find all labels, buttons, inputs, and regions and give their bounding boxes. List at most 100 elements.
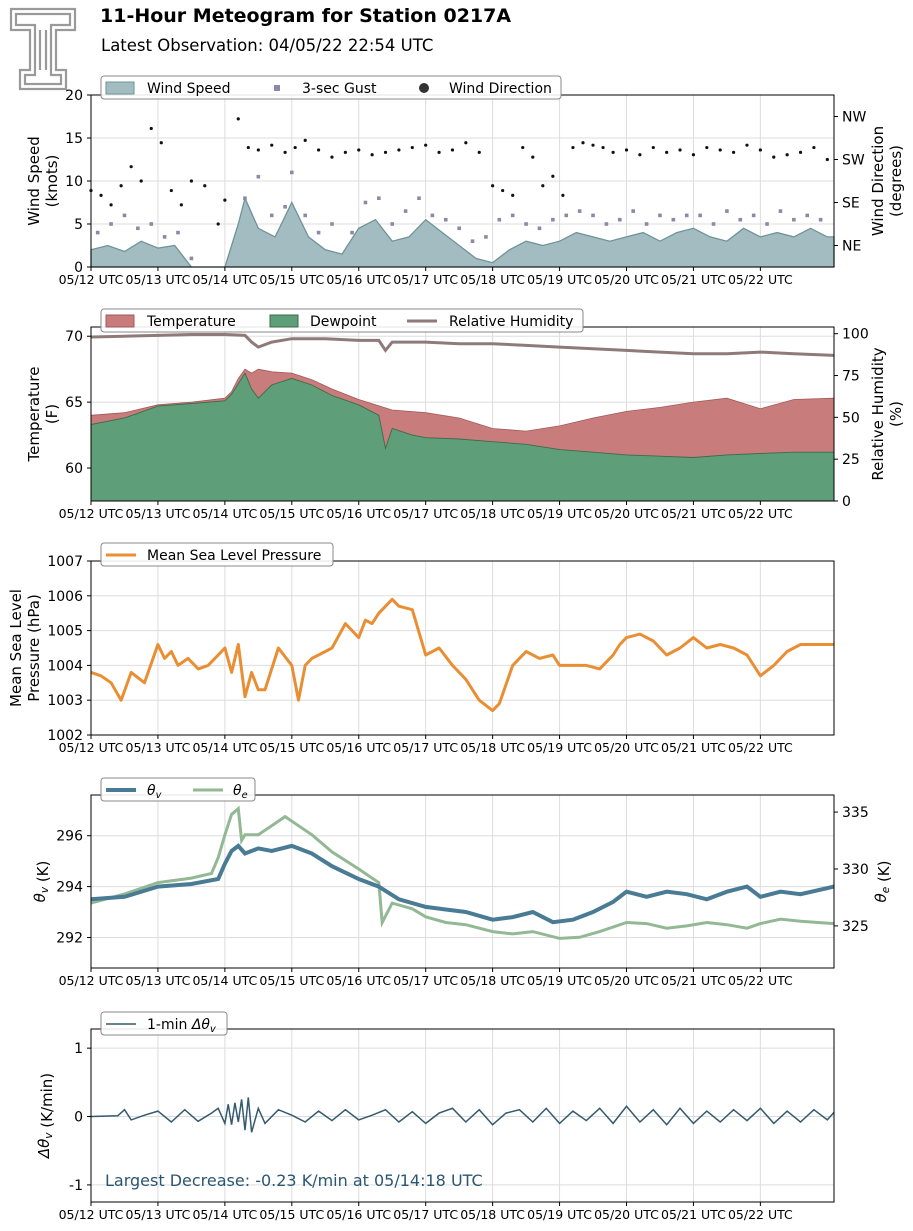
wind-direction-point: [511, 193, 515, 197]
x-tick-label: 05/22 UTC: [728, 272, 793, 287]
gust-point: [149, 222, 154, 226]
wind-direction-point: [521, 145, 525, 150]
y-tick-label: 0: [74, 1110, 83, 1126]
delta-theta-axis-label: Δθv (K/min): [35, 1073, 56, 1159]
y-tick-label: 1005: [47, 624, 83, 640]
theta-e-axis-label: θe (K): [872, 861, 893, 903]
wind-direction-point: [812, 145, 816, 150]
y2-tick-label: 75: [842, 369, 860, 385]
wind-direction-axis-label-line: (degrees): [887, 145, 905, 217]
wind-speed-axis-label-line: Wind Speed: [25, 136, 43, 226]
wind-direction-point: [397, 148, 401, 152]
wind-direction-point: [303, 138, 307, 142]
wind-direction-point: [256, 148, 260, 152]
gust-point: [316, 230, 321, 235]
gust-point: [510, 213, 515, 218]
legend-frame: [100, 1011, 228, 1036]
y-tick-label: 0: [74, 260, 83, 276]
x-tick-label: 05/21 UTC: [661, 1207, 726, 1222]
wind-direction-point: [109, 203, 113, 207]
y-tick-label: 1007: [47, 554, 83, 570]
legend-label: 1-min Δθv: [147, 1017, 216, 1035]
y-tick-label: 10: [65, 174, 83, 190]
pressure-axis-label-line: Pressure (hPa): [25, 594, 43, 702]
x-tick-label: 05/14 UTC: [192, 506, 257, 521]
gust-point: [330, 222, 334, 226]
x-tick-label: 05/18 UTC: [460, 506, 525, 521]
y2-tick-label: SE: [842, 196, 860, 212]
x-tick-label: 05/13 UTC: [126, 973, 191, 988]
x-tick-label: 05/17 UTC: [393, 1207, 458, 1222]
wind-direction-point: [246, 145, 250, 150]
gust-point: [290, 170, 294, 175]
gust-point: [591, 213, 595, 218]
wind-direction-point: [203, 184, 207, 188]
y-tick-label: 65: [65, 395, 83, 411]
x-tick-label: 05/22 UTC: [728, 973, 793, 988]
gust-point: [470, 239, 475, 243]
wind-direction-point: [236, 117, 240, 121]
y-tick-label: 1006: [47, 589, 83, 605]
pressure-legend: Mean Sea Level Pressure: [100, 542, 334, 567]
pressure-axis-label: Mean Sea Level Pressure (hPa): [7, 589, 43, 707]
relative-humidity-axis-label-line: (%): [887, 401, 905, 427]
dtheta-legend: 1-min Δθv: [100, 1011, 228, 1036]
x-tick-label: 05/20 UTC: [594, 272, 659, 287]
wind-direction-point: [745, 143, 749, 147]
wind-direction-point: [464, 141, 468, 145]
y-tick-label: 60: [65, 461, 83, 477]
wind-direction-point: [665, 150, 669, 154]
wind-direction-point: [705, 145, 709, 150]
x-tick-label: 05/15 UTC: [259, 1207, 324, 1222]
legend-label: Temperature: [146, 314, 236, 330]
gust-point: [303, 213, 307, 218]
gust-point: [363, 200, 368, 205]
y-tick-label: 1: [74, 1041, 83, 1057]
gust-point: [644, 222, 649, 226]
y-tick-label: 1002: [47, 728, 83, 744]
x-tick-label: 05/22 UTC: [728, 506, 793, 521]
x-tick-label: 05/21 UTC: [661, 506, 726, 521]
y2-tick-label: 50: [842, 410, 860, 426]
x-tick-label: 05/20 UTC: [594, 506, 659, 521]
legend-label: θv: [147, 783, 162, 801]
x-tick-label: 05/12 UTC: [59, 506, 124, 521]
wind-direction-point: [477, 150, 481, 154]
wind-direction-point: [129, 165, 133, 169]
gust-point: [725, 209, 729, 213]
wind-direction-point: [139, 179, 143, 183]
y-tick-label: 294: [56, 880, 83, 896]
x-tick-label: 05/15 UTC: [259, 506, 324, 521]
x-tick-label: 05/12 UTC: [59, 973, 124, 988]
wind-direction-point: [561, 193, 565, 197]
wind-direction-point: [772, 155, 776, 159]
wind-direction-point: [718, 148, 722, 152]
thermo-legend: Temperature Dewpoint Relative Humidity: [100, 308, 584, 333]
gust-point: [390, 222, 395, 226]
legend-label: Mean Sea Level Pressure: [147, 548, 321, 564]
x-tick-label: 05/13 UTC: [126, 1207, 191, 1222]
gust-point: [283, 205, 287, 209]
x-tick-label: 05/16 UTC: [326, 506, 391, 521]
legend-swatch: [269, 314, 299, 328]
gust-point: [377, 196, 381, 200]
y2-tick-label: NW: [842, 110, 866, 126]
x-tick-label: 05/15 UTC: [259, 973, 324, 988]
wind-direction-point: [410, 145, 414, 150]
wind-direction-point: [216, 222, 220, 226]
x-tick-label: 05/19 UTC: [527, 1207, 592, 1222]
wind-direction-axis-label-line: Wind Direction: [869, 126, 887, 236]
gust-point: [457, 226, 461, 231]
theta-e-axis-label-line: θe (K): [872, 861, 893, 903]
temperature-axis-label-line: (F): [43, 404, 61, 424]
gust-point: [738, 217, 743, 222]
y-tick-label: 296: [56, 829, 83, 845]
gust-point: [430, 213, 435, 218]
gust-point: [443, 217, 448, 222]
gust-point: [189, 256, 194, 261]
wind-direction-point: [179, 203, 183, 207]
wind-direction-point: [223, 198, 227, 202]
gust-point: [751, 213, 756, 218]
wind-direction-point: [611, 150, 615, 154]
x-tick-label: 05/14 UTC: [192, 272, 257, 287]
